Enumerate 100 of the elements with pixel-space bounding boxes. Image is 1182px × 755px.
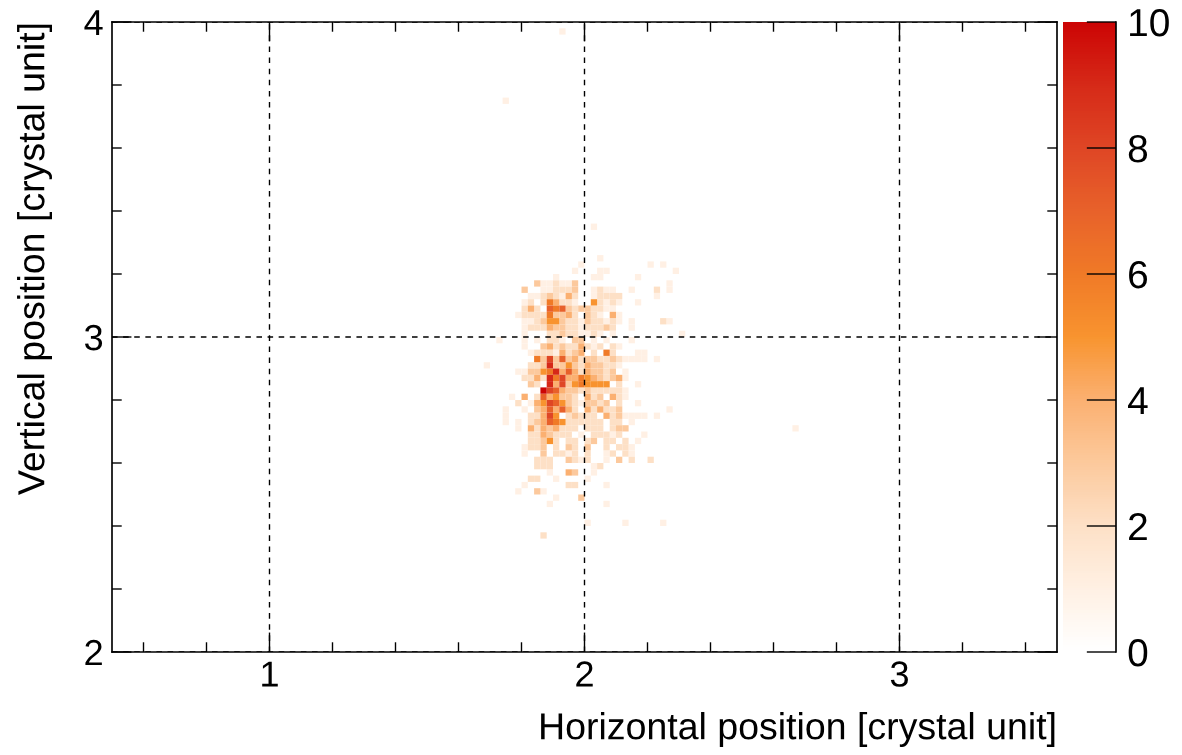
point xyxy=(559,400,566,407)
point xyxy=(540,368,547,375)
point xyxy=(584,381,591,388)
point xyxy=(546,381,553,388)
point xyxy=(553,387,560,394)
point xyxy=(590,374,598,382)
point xyxy=(597,406,604,413)
point xyxy=(559,374,566,382)
point xyxy=(534,400,541,407)
point xyxy=(590,381,598,388)
point xyxy=(578,343,585,350)
point xyxy=(609,311,616,319)
point xyxy=(540,400,547,407)
x-tick-label: 2 xyxy=(576,661,593,687)
point xyxy=(603,412,610,419)
point xyxy=(584,362,591,369)
point xyxy=(616,374,623,382)
point xyxy=(559,368,566,375)
point xyxy=(546,418,553,426)
point xyxy=(603,381,610,388)
point xyxy=(546,318,553,325)
x-tick-label: 1 xyxy=(262,661,278,687)
point xyxy=(553,393,560,400)
point xyxy=(578,381,585,388)
y-tick-label: 4 xyxy=(84,10,103,36)
point xyxy=(527,305,535,312)
point xyxy=(553,381,560,388)
point xyxy=(565,374,572,382)
point xyxy=(553,400,560,407)
point xyxy=(540,425,547,432)
point xyxy=(540,406,547,413)
point xyxy=(559,406,566,413)
point xyxy=(565,292,572,300)
point xyxy=(565,362,572,369)
color-bar-label: 4 xyxy=(1128,387,1148,415)
point xyxy=(540,431,547,438)
point xyxy=(540,412,547,419)
point xyxy=(540,387,547,394)
point xyxy=(553,299,560,306)
point xyxy=(546,324,553,331)
point xyxy=(565,469,572,476)
point xyxy=(553,368,560,375)
point xyxy=(559,418,566,426)
point xyxy=(546,355,553,363)
point xyxy=(553,374,560,382)
point xyxy=(578,374,585,382)
point xyxy=(521,393,528,400)
point xyxy=(571,368,579,375)
point xyxy=(546,305,553,312)
y-axis-title: Vertical position [crystal unit] xyxy=(17,24,52,495)
point xyxy=(571,355,579,363)
point xyxy=(578,349,585,356)
point xyxy=(603,349,610,356)
point xyxy=(553,406,560,413)
x-axis-title: Horizontal position [crystal unit] xyxy=(541,712,1055,747)
y-tick-label: 2 xyxy=(85,639,102,666)
point xyxy=(553,305,560,312)
point xyxy=(546,343,553,350)
point xyxy=(527,425,535,432)
point xyxy=(553,318,560,325)
point xyxy=(534,374,541,382)
point xyxy=(584,406,591,413)
point xyxy=(546,311,553,319)
point xyxy=(553,412,560,419)
point xyxy=(559,305,566,312)
point xyxy=(559,349,566,356)
point xyxy=(565,406,572,413)
point xyxy=(590,299,598,306)
point xyxy=(546,374,553,382)
color-bar-label: 6 xyxy=(1129,260,1148,289)
point xyxy=(571,374,579,382)
point xyxy=(546,393,553,400)
point xyxy=(546,387,553,394)
color-bar-label: 0 xyxy=(1128,638,1148,667)
point xyxy=(546,299,553,306)
point xyxy=(540,418,547,426)
point xyxy=(584,374,591,382)
point xyxy=(584,368,591,375)
point xyxy=(559,355,566,363)
point xyxy=(559,387,566,394)
point xyxy=(565,368,572,375)
point xyxy=(597,381,604,388)
point xyxy=(546,406,553,413)
point xyxy=(584,393,591,400)
point xyxy=(546,400,553,407)
point xyxy=(559,381,566,388)
x-tick-label: 3 xyxy=(890,661,908,687)
point xyxy=(609,393,616,400)
y-tick-label: 3 xyxy=(84,324,103,351)
point xyxy=(553,418,560,426)
point xyxy=(546,412,553,419)
point xyxy=(534,355,541,363)
color-bar-label: 2 xyxy=(1129,512,1147,541)
point xyxy=(571,381,579,388)
point xyxy=(553,425,560,432)
color-bar-label: 10 xyxy=(1130,8,1169,37)
point xyxy=(546,368,553,375)
point xyxy=(546,437,553,445)
color-bar-label: 8 xyxy=(1128,134,1148,163)
point xyxy=(565,311,572,319)
